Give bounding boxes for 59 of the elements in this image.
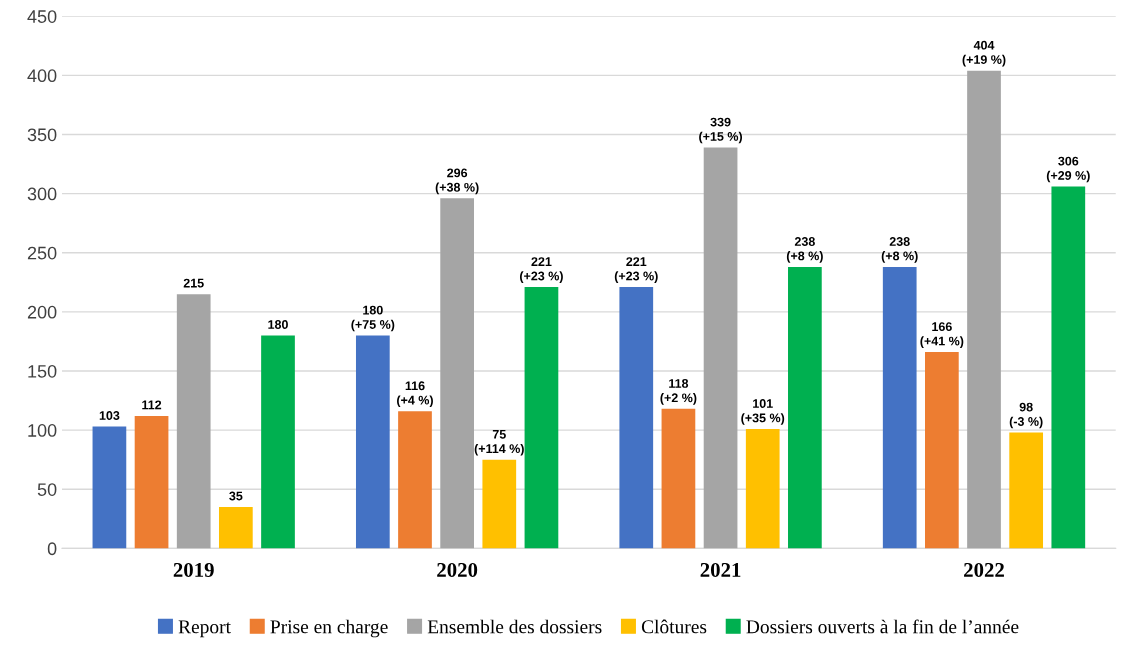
data-label: 339 (+15 %) xyxy=(699,117,743,144)
bar xyxy=(703,147,738,549)
data-label: 180 xyxy=(268,320,288,329)
data-label: 103 xyxy=(99,411,120,420)
bar xyxy=(925,352,959,549)
bar xyxy=(134,415,169,549)
y-tick-label: 200 xyxy=(27,305,57,319)
y-tick-label: 450 xyxy=(27,10,57,23)
bar xyxy=(882,266,917,549)
bar xyxy=(176,294,211,549)
bar xyxy=(398,411,432,549)
data-label: 221 (+23 %) xyxy=(520,257,563,283)
y-tick-label: 0 xyxy=(47,542,57,556)
data-label: 101 (+35 %) xyxy=(741,399,785,425)
y-tick-label: 250 xyxy=(27,246,57,260)
bar xyxy=(482,459,517,549)
data-label: 98 (-3 %) xyxy=(1009,402,1043,429)
bar xyxy=(1051,186,1086,549)
y-tick-label: 400 xyxy=(27,69,57,83)
x-tick-label: 2021 xyxy=(700,562,741,577)
x-tick-label: 2020 xyxy=(437,562,478,577)
y-tick-label: 350 xyxy=(27,128,57,142)
x-tick-label: 2019 xyxy=(173,562,214,577)
bar xyxy=(967,70,1001,549)
data-label: 215 xyxy=(183,278,204,288)
data-label: 112 xyxy=(142,400,162,410)
legend-label: Ensemble des dossiers xyxy=(427,619,602,634)
data-label: 166 (+41 %) xyxy=(920,322,964,348)
data-label: 404 (+19 %) xyxy=(962,40,1006,67)
x-tick-label: 2022 xyxy=(964,562,1004,577)
bar xyxy=(619,287,654,549)
legend-label: Prise en charge xyxy=(270,619,388,638)
bar xyxy=(661,408,696,549)
data-label: 180 (+75 %) xyxy=(351,305,395,332)
bar xyxy=(92,426,127,549)
legend-label: Clôtures xyxy=(641,619,707,634)
data-label: 238 (+8 %) xyxy=(881,237,918,263)
data-label: 306 (+29 %) xyxy=(1046,156,1090,183)
legend-label: Report xyxy=(178,620,231,638)
data-label: 118 (+2 %) xyxy=(660,379,697,405)
data-label: 75 (+114 %) xyxy=(474,429,524,456)
y-tick-label: 300 xyxy=(27,187,57,201)
y-tick-label: 50 xyxy=(37,483,57,496)
y-tick-label: 100 xyxy=(28,424,57,437)
bar xyxy=(261,335,295,549)
data-label: 296 (+38 %) xyxy=(435,168,479,195)
bar xyxy=(788,266,822,549)
y-tick-label: 150 xyxy=(28,364,57,378)
data-label: 238 (+8 %) xyxy=(786,237,823,263)
legend-label: Dossiers ouverts à la fin de l’année xyxy=(746,619,1019,634)
bar xyxy=(524,287,559,549)
data-label: 35 xyxy=(229,491,243,501)
bar xyxy=(440,198,474,549)
bar xyxy=(745,428,780,549)
bar xyxy=(218,507,253,549)
data-label: 116 (+4 %) xyxy=(397,381,433,408)
bar xyxy=(1009,432,1044,549)
bar xyxy=(355,335,390,549)
data-label: 221 (+23 %) xyxy=(614,257,658,283)
